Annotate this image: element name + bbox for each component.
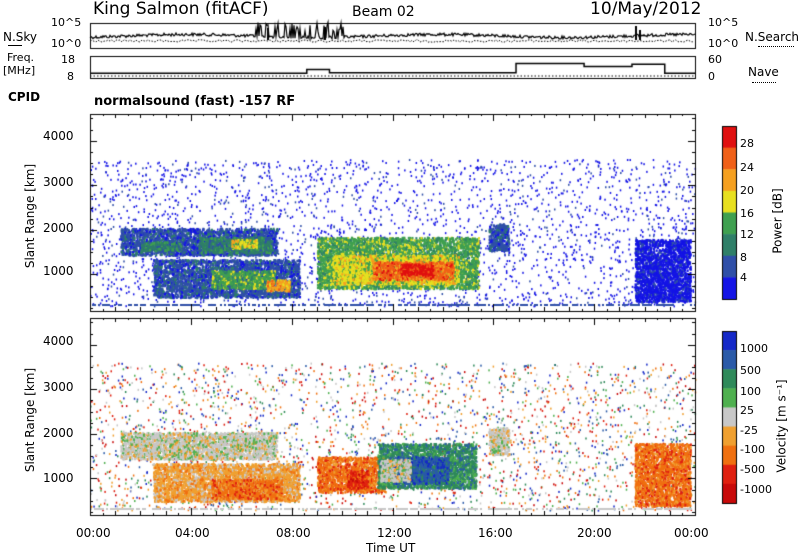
power-cb-tick-8: 8 [740,251,747,264]
nave-tick-top: 60 [708,53,722,66]
cpid-label: CPID [8,90,41,104]
xtick-0800: 08:00 [276,526,311,540]
velocity-ylabel: Slant Range [km] [23,367,38,473]
velocity-cb-tick-m100: -100 [740,443,765,456]
power-cb-tick-12: 12 [740,228,754,241]
velocity-ytick-4000: 4000 [43,334,74,348]
nave-label: Nave [748,65,779,79]
velocity-cb-tick-m1000: -1000 [740,483,772,496]
velocity-cb-label: Velocity [m s⁻¹] [774,379,789,473]
xtick-0000: 00:00 [76,526,111,540]
nave-line-key [752,82,776,83]
power-ytick-4000: 4000 [43,129,74,143]
freq-unit: [MHz] [3,64,36,77]
xtick-2000: 20:00 [577,526,612,540]
beam-label: Beam 02 [352,4,415,20]
velocity-cb-tick-m25: -25 [740,424,758,437]
power-cb-tick-20: 20 [740,184,754,197]
velocity-ytick-3000: 3000 [43,380,74,394]
power-cb-tick-4: 4 [740,271,747,284]
site-title: King Salmon (fitACF) [93,0,269,19]
nsky-line-key [8,45,22,46]
velocity-ytick-2000: 2000 [43,426,74,440]
power-cb-label: Power [dB] [770,188,785,254]
freq-label: Freq. [7,51,35,64]
nsky-label: N.Sky [3,30,38,44]
xlabel: Time UT [366,541,416,555]
power-ytick-3000: 3000 [43,175,74,189]
power-cb-tick-16: 16 [740,207,754,220]
nsearch-label: N.Search [745,30,800,44]
cpid-text: normalsound (fast) -157 RF [94,94,296,109]
xtick-1200: 12:00 [377,526,412,540]
power-ytick-2000: 2000 [43,221,74,235]
nave-tick-bottom: 0 [708,70,715,83]
freq-tick-bottom: 8 [67,70,74,83]
freq-tick-top: 18 [61,53,75,66]
velocity-cb-tick-25: 25 [740,404,754,417]
noise-tick-top: 10^5 [51,16,82,29]
nsearch-line-key [758,46,794,47]
velocity-ytick-1000: 1000 [43,471,74,485]
xtick-0000-end: 00:00 [674,526,709,540]
noise-tick-top-right: 10^5 [708,16,739,29]
power-cb-tick-24: 24 [740,161,754,174]
date-label: 10/May/2012 [590,0,702,19]
xtick-1600: 16:00 [478,526,513,540]
velocity-cb-tick-1000: 1000 [740,342,768,355]
velocity-cb-tick-500: 500 [740,364,761,377]
xtick-0400: 04:00 [175,526,210,540]
velocity-cb-tick-m500: -500 [740,463,765,476]
velocity-cb-tick-100: 100 [740,385,761,398]
power-cb-tick-28: 28 [740,137,754,150]
power-ylabel: Slant Range [km] [23,163,38,269]
noise-tick-bottom-right: 10^0 [708,37,739,50]
power-ytick-1000: 1000 [43,264,74,278]
noise-tick-bottom: 10^0 [51,37,82,50]
